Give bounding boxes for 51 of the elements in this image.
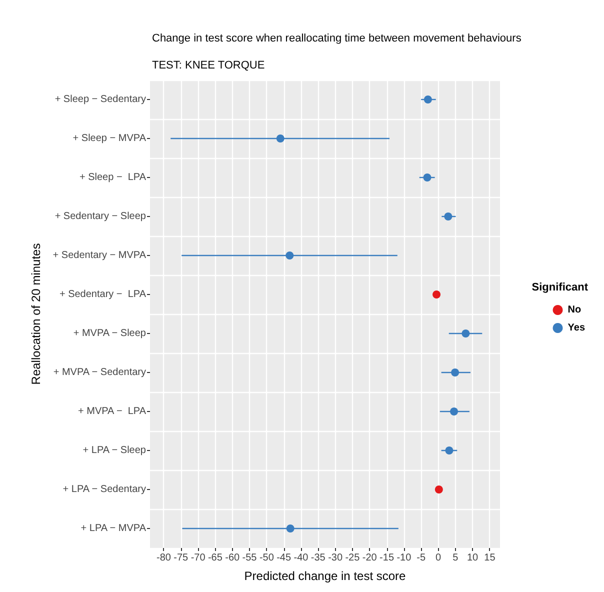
point: [451, 368, 460, 376]
x-tick-label: -65: [208, 552, 223, 564]
x-tick-label: -35: [310, 552, 326, 564]
legend-label: No: [568, 304, 582, 316]
chart-subtitle: TEST: KNEE TORQUE: [152, 60, 265, 72]
y-tick-label: + Sedentary − LPA: [59, 289, 146, 300]
x-tick-label: -25: [345, 552, 360, 564]
x-tick-label: -50: [259, 552, 274, 564]
x-axis-title: Predicted change in test score: [244, 569, 406, 583]
x-tick-label: -10: [396, 552, 412, 564]
x-tick-label: -80: [156, 552, 172, 564]
y-tick-label: + Sleep − MVPA: [72, 133, 146, 144]
legend-label: Yes: [568, 322, 586, 334]
chart-title: Change in test score when reallocating time between movement behaviours: [152, 32, 522, 44]
x-tick-label: 0: [435, 552, 442, 564]
point: [434, 486, 443, 494]
y-tick-label: + Sedentary − Sleep: [54, 211, 146, 222]
point: [424, 96, 432, 104]
point: [445, 446, 454, 454]
x-tick-label: -55: [242, 552, 258, 564]
y-tick-label: + LPA − MVPA: [80, 523, 146, 534]
y-tick-label: + MVPA − Sleep: [73, 328, 146, 339]
x-tick-label: -5: [416, 552, 426, 564]
point: [450, 408, 458, 416]
x-tick-label: -60: [225, 552, 240, 564]
x-tick-label: -45: [276, 552, 292, 564]
y-tick-label: + MVPA − Sedentary: [53, 367, 146, 378]
point: [462, 330, 470, 338]
y-axis-title: Reallocation of 20 minutes: [28, 243, 43, 385]
x-tick-label: -75: [174, 552, 189, 564]
point: [432, 290, 441, 298]
y-tick-label: + Sleep − Sedentary: [54, 94, 146, 105]
y-tick-label: + MVPA − LPA: [78, 406, 146, 417]
y-tick-label: + LPA − Sedentary: [62, 484, 146, 495]
point: [444, 212, 452, 220]
legend-title: Significant: [532, 282, 588, 294]
point: [286, 524, 294, 532]
point: [276, 134, 284, 142]
x-tick-label: -15: [380, 552, 394, 564]
x-tick-label: 10: [466, 552, 479, 564]
x-tick-label: 15: [484, 552, 496, 564]
point: [423, 174, 432, 182]
x-tick-label: -40: [294, 552, 309, 564]
y-tick-label: + Sedentary − MVPA: [52, 250, 146, 261]
y-tick-label: + LPA − Sleep: [82, 445, 146, 456]
x-tick-label: -20: [362, 552, 378, 564]
x-tick-label: -70: [190, 552, 206, 564]
x-tick-label: 5: [452, 552, 459, 564]
x-tick-label: -30: [328, 552, 343, 564]
point: [286, 252, 294, 260]
y-tick-label: + Sleep − LPA: [79, 172, 146, 183]
